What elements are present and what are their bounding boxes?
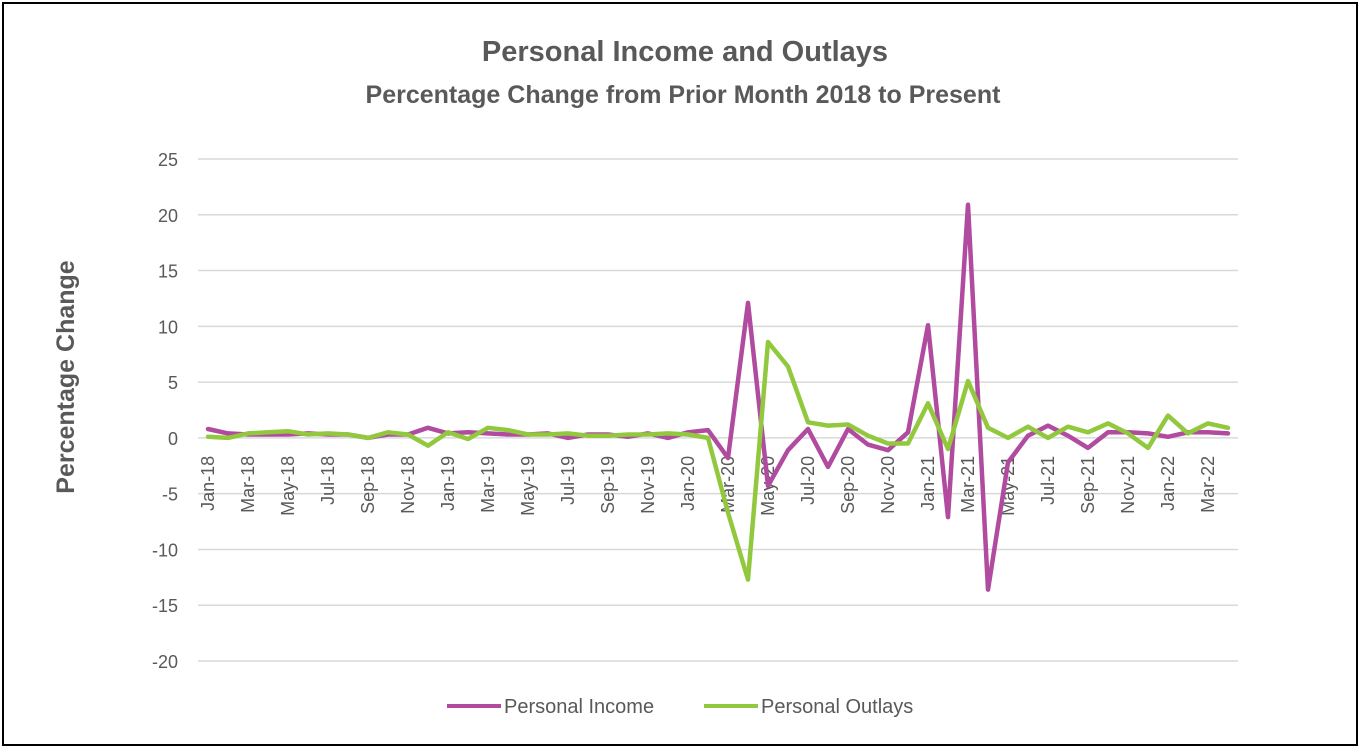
x-tick-label: Sep-21 xyxy=(1078,456,1098,514)
legend: Personal Income Personal Outlays xyxy=(447,696,913,718)
legend-item-personal-outlays: Personal Outlays xyxy=(704,696,913,718)
x-tick-label: Jul-20 xyxy=(798,456,818,505)
x-tick-label: Jan-19 xyxy=(438,456,458,511)
gridlines xyxy=(198,158,1238,662)
legend-label-personal-outlays: Personal Outlays xyxy=(761,696,913,718)
x-tick-label: Sep-19 xyxy=(598,456,618,514)
series-lines xyxy=(205,202,1231,592)
x-tick-label: Sep-18 xyxy=(358,456,378,514)
x-tick-label: Mar-19 xyxy=(478,456,498,513)
x-tick-label: Nov-19 xyxy=(638,456,658,514)
y-axis-label: Percentage Change xyxy=(52,260,80,494)
y-tick-label: 5 xyxy=(168,373,178,393)
x-tick-label: Nov-18 xyxy=(398,456,418,514)
x-tick-label: May-18 xyxy=(278,456,298,516)
legend-label-personal-income: Personal Income xyxy=(504,696,654,718)
line-chart: Personal Income and Outlays Percentage C… xyxy=(52,36,1238,718)
x-tick-label: Jan-22 xyxy=(1158,456,1178,511)
y-tick-label: -15 xyxy=(152,596,178,616)
x-tick-label: Nov-20 xyxy=(878,456,898,514)
x-tick-label: Jul-19 xyxy=(558,456,578,505)
x-tick-label: Mar-21 xyxy=(958,456,978,513)
y-tick-label: -10 xyxy=(152,540,178,560)
x-tick-label: Mar-22 xyxy=(1198,456,1218,513)
x-tick-label: Jan-18 xyxy=(198,456,218,511)
series-line-personal-outlays xyxy=(205,339,1231,582)
x-tick-label: Jul-18 xyxy=(318,456,338,505)
x-axis-ticks: Jan-18 Mar-18 May-18 Jul-18 Sep-18 Nov-18 Jan-… xyxy=(198,456,1218,516)
y-tick-label: 20 xyxy=(158,206,178,226)
chart-title: Personal Income and Outlays xyxy=(482,36,888,68)
y-tick-label: 15 xyxy=(158,262,178,282)
x-tick-label: Jan-21 xyxy=(918,456,938,511)
y-tick-label: -20 xyxy=(152,652,178,672)
y-tick-label: 0 xyxy=(168,429,178,449)
y-tick-label: -5 xyxy=(162,485,178,505)
y-axis-ticks: -20 -15 -10 -5 0 5 10 15 20 25 xyxy=(152,150,178,672)
y-tick-label: 25 xyxy=(158,150,178,170)
x-tick-label: Sep-20 xyxy=(838,456,858,514)
x-tick-label: Jan-20 xyxy=(678,456,698,511)
chart-subtitle: Percentage Change from Prior Month 2018 … xyxy=(366,81,1002,109)
x-tick-label: May-19 xyxy=(518,456,538,516)
y-tick-label: 10 xyxy=(158,317,178,337)
x-tick-label: Nov-21 xyxy=(1118,456,1138,514)
legend-item-personal-income: Personal Income xyxy=(447,696,654,718)
x-tick-label: Jul-21 xyxy=(1038,456,1058,505)
x-tick-label: Mar-18 xyxy=(238,456,258,513)
series-line-personal-income xyxy=(205,202,1231,592)
